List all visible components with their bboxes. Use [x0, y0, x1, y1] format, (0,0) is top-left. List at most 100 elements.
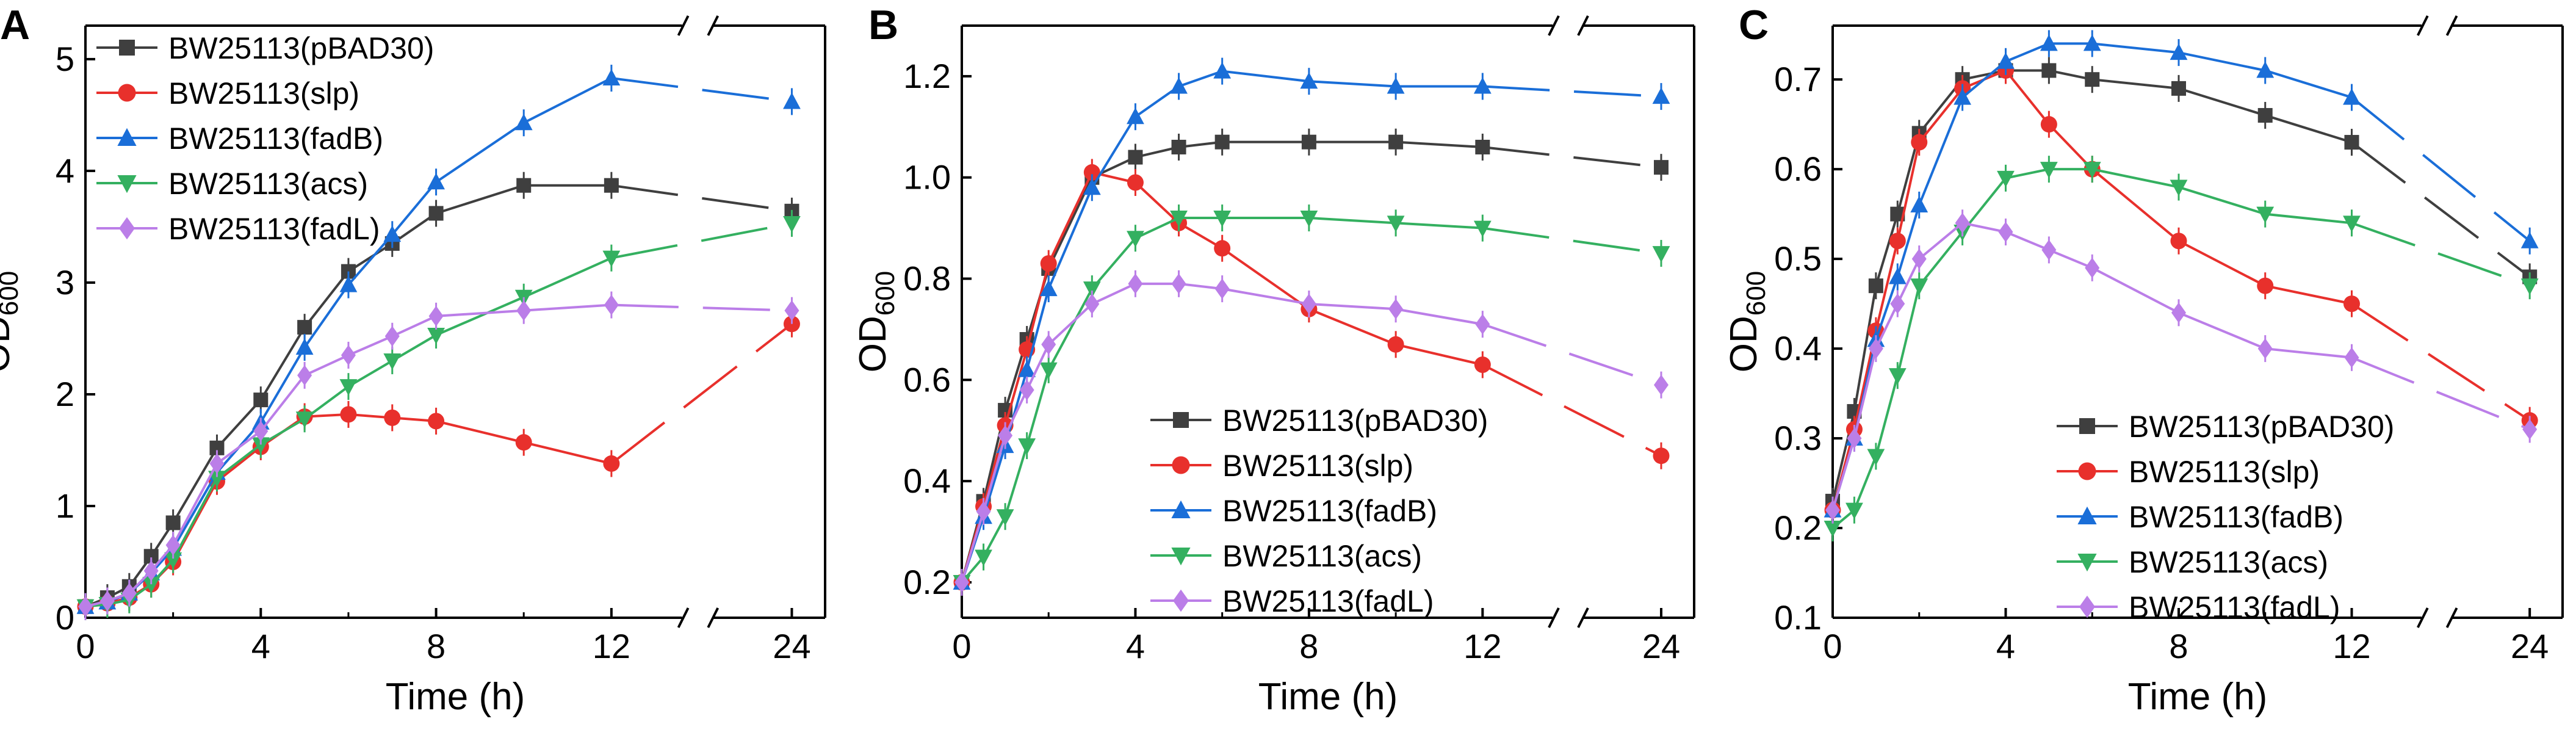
data-point: [1213, 62, 1232, 79]
axis-break-mark: [2445, 15, 2458, 36]
data-point: [1041, 334, 1056, 355]
data-point: [1653, 447, 1670, 465]
data-point: [976, 501, 991, 522]
y-tick-label: 0.4: [903, 461, 951, 500]
data-point: [2522, 419, 2538, 440]
data-point: [1473, 220, 1492, 237]
data-point: [1388, 134, 1404, 150]
data-point: [2040, 34, 2058, 51]
data-point: [2256, 206, 2275, 223]
axis-break-mark: [677, 15, 690, 36]
y-axis-title: OD600: [852, 271, 900, 372]
data-point: [2520, 278, 2539, 295]
y-tick-label: 0.2: [903, 563, 951, 601]
x-axis-title: Time (h): [386, 676, 525, 718]
data-point: [340, 406, 357, 423]
legend-label: BW25113(fadB): [168, 121, 383, 156]
data-point: [2343, 295, 2360, 313]
legend-marker: [1172, 456, 1190, 474]
series-line: [961, 282, 1483, 583]
data-point: [1214, 278, 1230, 299]
legend-label: BW25113(fadB): [1222, 494, 1437, 528]
x-tick-label: 8: [427, 627, 446, 665]
panel-b: B 0 4 8 12 24 0.2 0.4 0.6 0.8 1.0 1.2 BW25113(pBAD3…: [852, 2, 1695, 718]
y-axis-title-main: OD: [1723, 316, 1765, 372]
panel-c: C 0 4 8 12 24 0.1 0.2 0.3 0.4 0.5 0.6 0.7 BW25113(pB…: [1723, 2, 2564, 718]
data-point: [295, 338, 314, 355]
series-break-segment: [1482, 226, 1662, 255]
legend-label: BW25113(fadB): [2129, 500, 2343, 534]
data-point: [516, 300, 532, 321]
data-point: [1171, 139, 1186, 154]
series-line: [1831, 42, 2353, 511]
series-bw25113-fadl-: [954, 270, 1669, 596]
y-axis-title-subscript: 600: [870, 271, 900, 316]
panel-label: B: [868, 2, 898, 48]
data-point: [1473, 77, 1492, 94]
x-tick-label: 4: [1996, 627, 2015, 665]
legend: BW25113(pBAD30) BW25113(slp) BW25113(fadB)…: [2057, 410, 2394, 624]
x-tick-label: 4: [1126, 627, 1145, 665]
data-point: [1083, 164, 1100, 181]
axis-break-mark: [2445, 607, 2458, 628]
data-point: [954, 572, 969, 593]
data-point: [1868, 278, 1883, 294]
legend-marker: [2079, 418, 2095, 434]
y-axis-title: OD600: [0, 271, 24, 372]
data-point: [1301, 294, 1316, 314]
data-point: [428, 413, 445, 430]
x-tick-label: 24: [1642, 627, 1680, 665]
data-point: [1128, 150, 1143, 165]
x-tick-label: 12: [1463, 627, 1501, 665]
series-break-segment: [2351, 222, 2530, 288]
x-tick-label: 12: [2332, 627, 2370, 665]
y-tick-label: 4: [56, 151, 74, 190]
y-axis-title-main: OD: [0, 316, 18, 372]
data-point: [1847, 428, 1862, 449]
series-break-segment: [2351, 141, 2531, 278]
data-point: [1084, 294, 1100, 314]
data-point: [602, 69, 621, 86]
legend-marker: [2079, 595, 2095, 618]
data-point: [2085, 258, 2100, 278]
x-tick-label: 0: [952, 627, 971, 665]
y-tick-label: 3: [56, 263, 74, 302]
axis-break-mark: [1577, 15, 1589, 36]
data-point: [784, 300, 799, 321]
legend: BW25113(pBAD30) BW25113(slp) BW25113(fadB)…: [1150, 403, 1488, 618]
series-line: [1831, 168, 2352, 529]
data-point: [164, 552, 182, 569]
data-point: [2343, 88, 2361, 105]
data-point: [1652, 246, 1670, 263]
data-point: [1997, 170, 2015, 187]
legend-label: BW25113(acs): [2129, 545, 2328, 579]
x-tick-label: 0: [1823, 627, 1842, 665]
data-point: [1867, 449, 1885, 466]
y-tick-label: 0: [56, 598, 74, 637]
data-point: [253, 421, 269, 442]
series-break-segment: [1482, 145, 1662, 169]
data-point: [1889, 233, 1906, 250]
data-point: [1475, 139, 1490, 154]
data-point: [1128, 273, 1143, 294]
data-point: [1214, 134, 1230, 150]
x-tick-label: 8: [2169, 627, 2188, 665]
data-point: [2256, 61, 2275, 78]
legend-label: BW25113(pBAD30): [1222, 403, 1488, 438]
data-point: [1040, 255, 1057, 272]
legend-label: BW25113(fadL): [168, 212, 380, 246]
data-point: [209, 453, 225, 474]
data-point: [603, 455, 620, 472]
x-tick-label: 24: [773, 627, 810, 665]
y-tick-label: 0.2: [1774, 508, 1822, 547]
y-tick-label: 5: [56, 40, 74, 78]
legend-label: BW25113(pBAD30): [168, 31, 434, 65]
y-tick-label: 0.5: [1774, 239, 1822, 278]
data-point: [1475, 314, 1490, 335]
data-point: [208, 471, 226, 488]
data-point: [1888, 267, 1907, 284]
data-point: [1911, 248, 1927, 269]
axis-break-mark: [2417, 607, 2429, 628]
data-point: [383, 225, 402, 242]
